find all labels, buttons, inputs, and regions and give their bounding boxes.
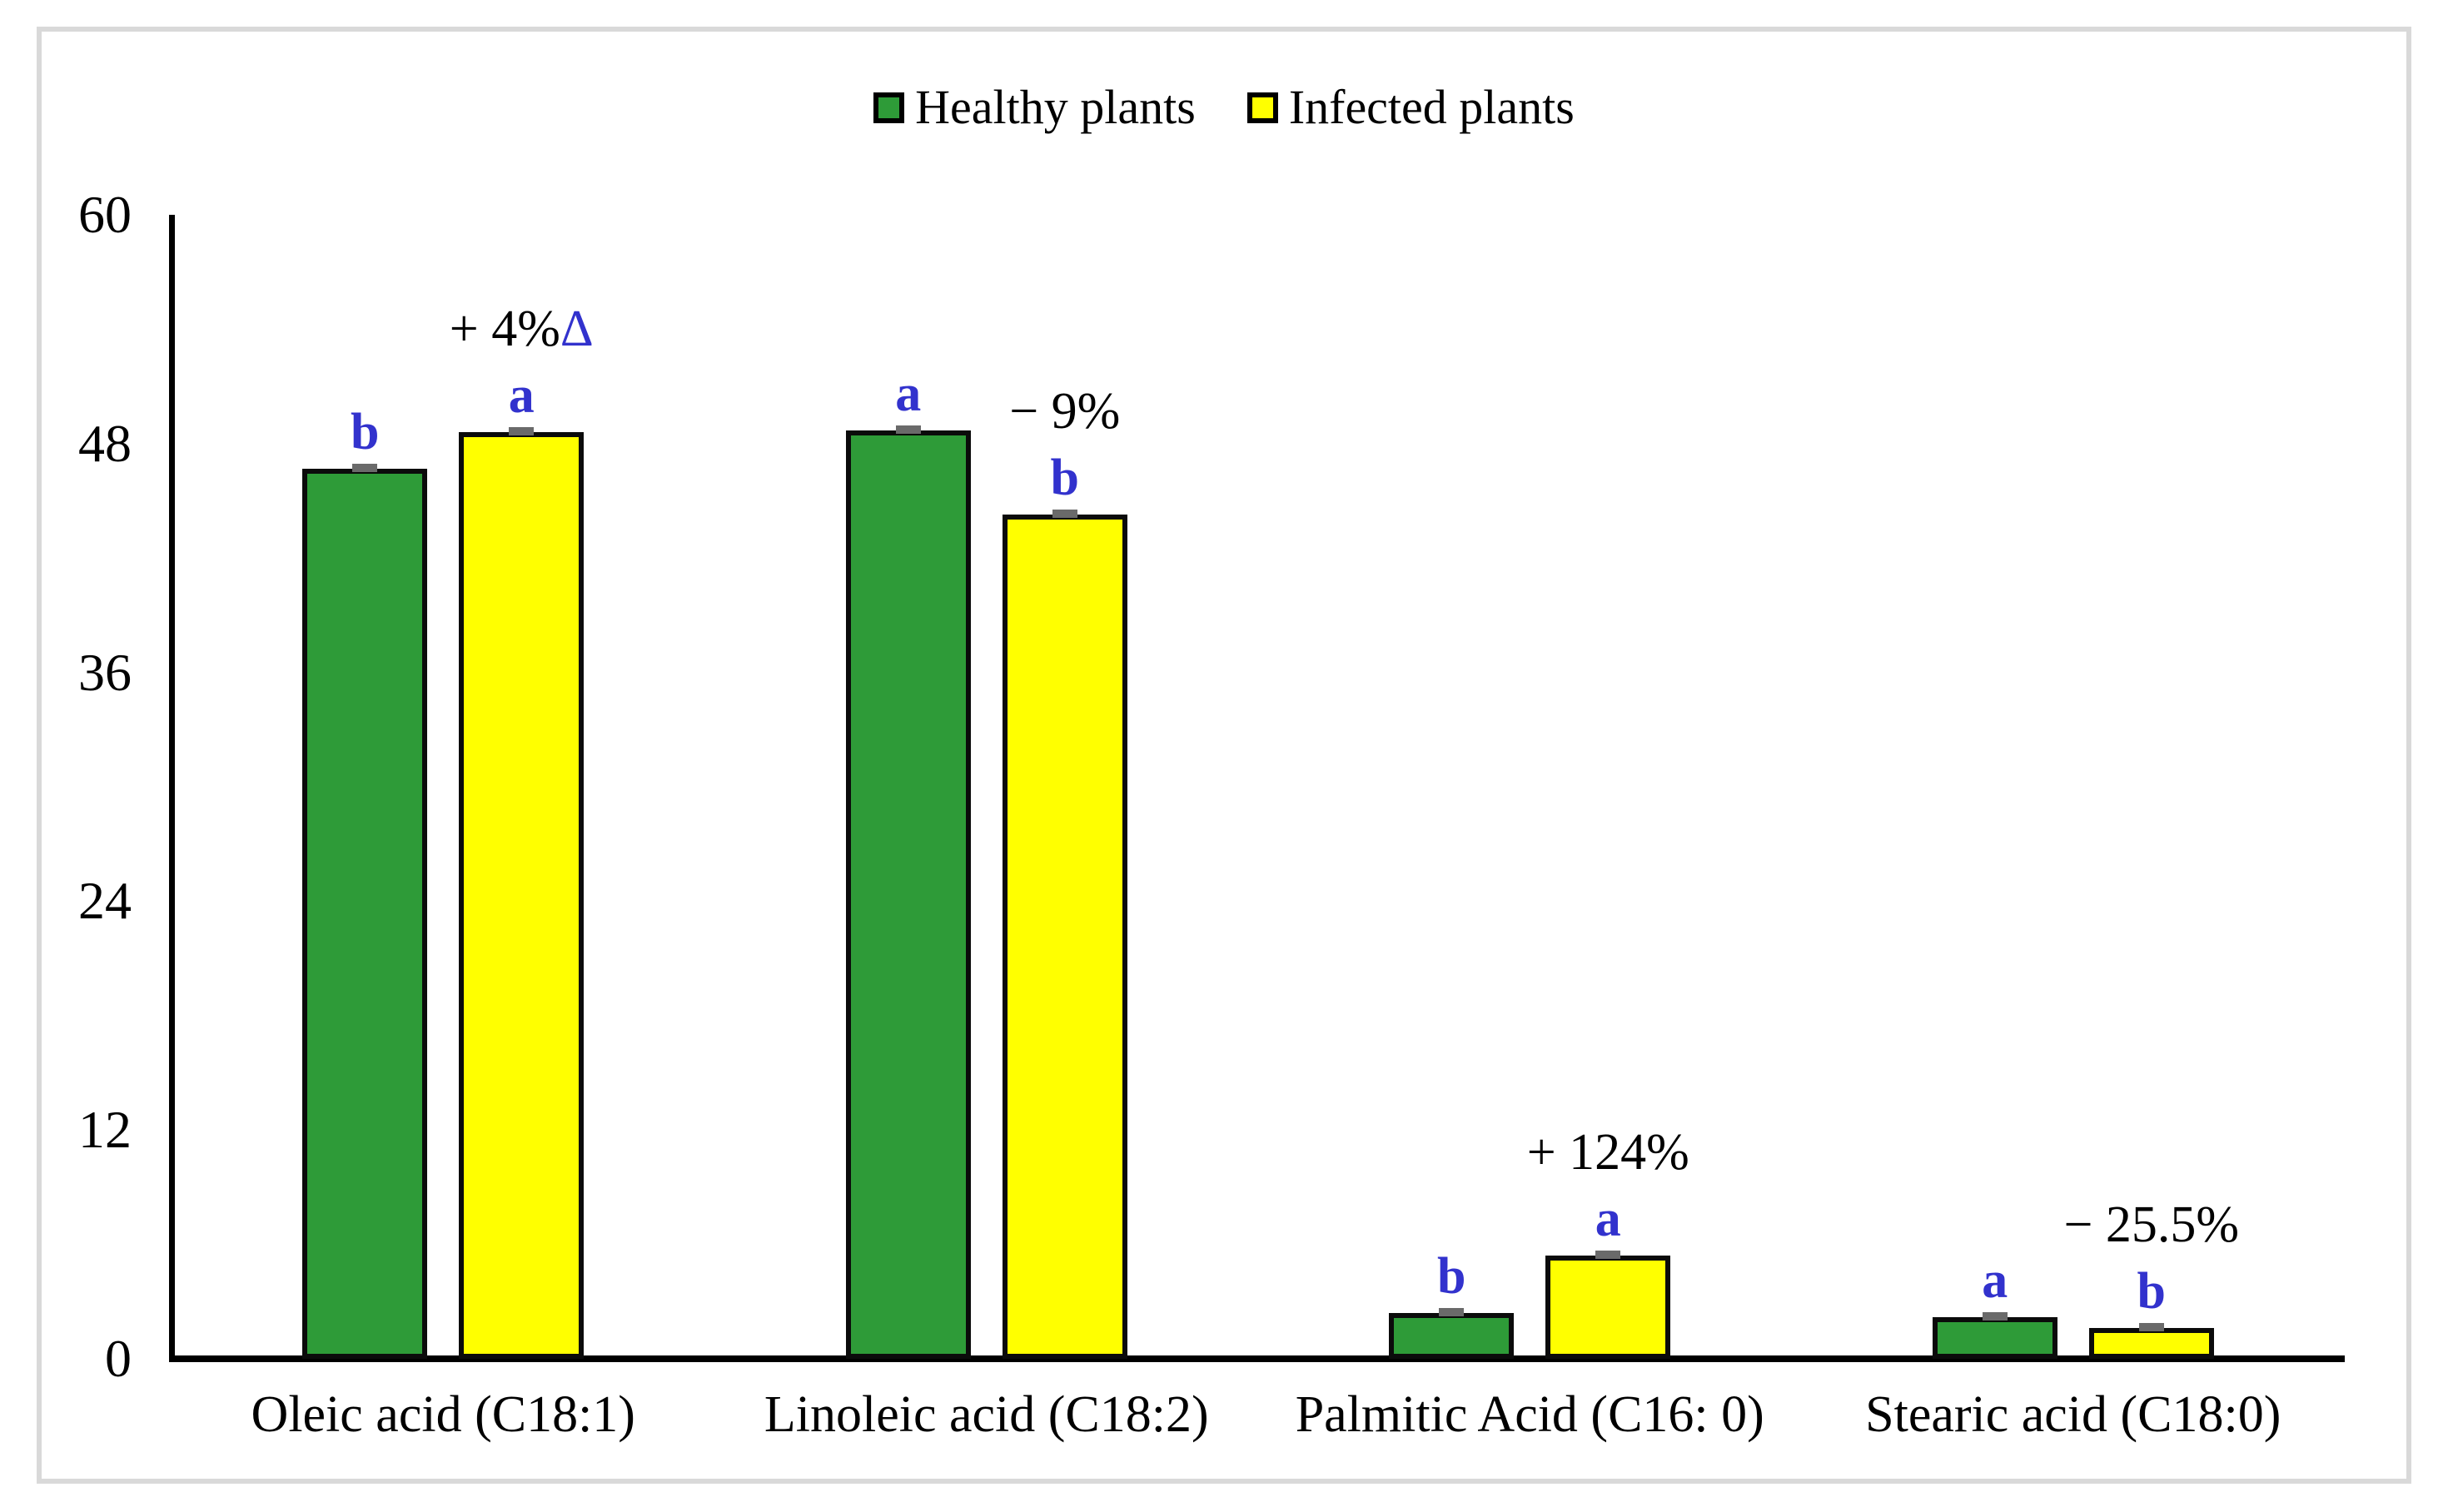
- bar-infected-plants-oleic-acid-c18-1: [459, 432, 585, 1359]
- pct-change-text: + 124%: [1526, 1124, 1689, 1181]
- chart-frame: [37, 27, 2411, 1484]
- x-axis-category-label-palmitic-acid-c16-0: Palmitic Acid (C16: 0): [1295, 1386, 1764, 1443]
- legend-label-infected-plants: Infected plants: [1288, 80, 1575, 134]
- y-tick-label-0: 0: [105, 1329, 132, 1388]
- legend: Healthy plants Infected plants: [0, 83, 2448, 132]
- x-axis-category-label-linoleic-acid-c18-2: Linoleic acid (C18:2): [764, 1386, 1209, 1443]
- y-axis-line: [168, 215, 175, 1362]
- bar-healthy-plants-stearic-acid-c18-0: [1932, 1317, 2057, 1359]
- pct-change-annotation-stearic-acid-c18-0: − 25.5%: [1943, 1199, 2360, 1251]
- bar-healthy-plants-linoleic-acid-c18-2: [845, 430, 971, 1359]
- bar-infected-plants-palmitic-acid-c16-0: [1545, 1256, 1671, 1359]
- pct-change-text: − 25.5%: [2063, 1196, 2240, 1253]
- x-axis-line: [168, 1355, 2345, 1362]
- pct-change-annotation-palmitic-acid-c16-0: + 124%: [1400, 1127, 1816, 1178]
- pct-change-annotation-linoleic-acid-c18-2: − 9%: [857, 385, 1273, 437]
- bar-infected-plants-stearic-acid-c18-0: [2088, 1328, 2214, 1359]
- y-tick-label-60: 60: [78, 185, 132, 244]
- pct-change-text: − 9%: [1009, 383, 1121, 440]
- legend-swatch-healthy-plants-icon: [873, 92, 905, 123]
- error-bar-cap: [2138, 1323, 2164, 1331]
- legend-item-infected-plants: Infected plants: [1246, 80, 1575, 134]
- significance-letter-healthy-plants-palmitic-acid-c16-0: b: [1437, 1248, 1466, 1305]
- significance-letter-healthy-plants-oleic-acid-c18-1: b: [351, 404, 380, 460]
- error-bar-cap: [1439, 1308, 1465, 1316]
- x-axis-category-label-oleic-acid-c18-1: Oleic acid (C18:1): [251, 1386, 635, 1443]
- error-bar-cap: [1052, 510, 1077, 518]
- bar-infected-plants-linoleic-acid-c18-2: [1002, 515, 1127, 1359]
- legend-swatch-infected-plants-icon: [1246, 92, 1278, 123]
- error-bar-cap: [1595, 1251, 1621, 1259]
- bar-healthy-plants-palmitic-acid-c16-0: [1389, 1313, 1515, 1359]
- pct-change-annotation-oleic-acid-c18-1: + 4%Δ: [313, 303, 729, 355]
- delta-symbol: Δ: [560, 301, 594, 357]
- error-bar-cap: [1982, 1312, 2008, 1321]
- y-tick-label-12: 12: [78, 1100, 132, 1160]
- legend-label-healthy-plants: Healthy plants: [915, 80, 1196, 134]
- significance-letter-infected-plants-stearic-acid-c18-0: b: [2137, 1263, 2166, 1320]
- significance-letter-infected-plants-palmitic-acid-c16-0: a: [1595, 1191, 1621, 1247]
- significance-letter-infected-plants-oleic-acid-c18-1: a: [508, 367, 535, 424]
- significance-letter-infected-plants-linoleic-acid-c18-2: b: [1050, 450, 1079, 506]
- y-tick-label-24: 24: [78, 871, 132, 931]
- error-bar-cap: [895, 425, 921, 434]
- legend-item-healthy-plants: Healthy plants: [873, 83, 1196, 132]
- significance-letter-healthy-plants-linoleic-acid-c18-2: a: [895, 366, 922, 422]
- error-bar-cap: [509, 427, 535, 435]
- bar-healthy-plants-oleic-acid-c18-1: [302, 469, 428, 1359]
- x-axis-category-label-stearic-acid-c18-0: Stearic acid (C18:0): [1865, 1386, 2281, 1443]
- significance-letter-healthy-plants-stearic-acid-c18-0: a: [1982, 1252, 2008, 1309]
- error-bar-cap: [352, 464, 378, 472]
- y-tick-label-36: 36: [78, 642, 132, 702]
- y-tick-label-48: 48: [78, 413, 132, 473]
- pct-change-text: + 4%: [449, 301, 560, 357]
